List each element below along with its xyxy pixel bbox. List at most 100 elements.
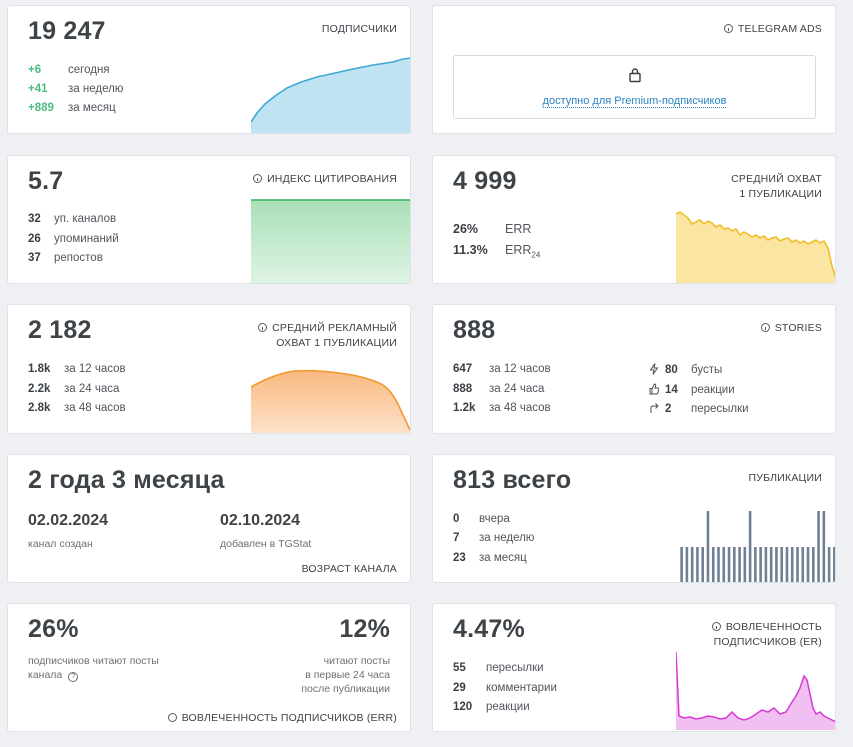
ad-reach-chart <box>251 369 410 433</box>
citation-index-value: 5.7 <box>28 167 64 195</box>
stat-row: +41 за неделю <box>28 83 124 95</box>
publication-bar <box>717 547 720 582</box>
ad-reach-chart-area <box>251 370 410 433</box>
info-icon <box>760 323 770 332</box>
publications-card[interactable]: 813 всего ПУБЛИКАЦИИ 0 вчера 7 за неделю 2… <box>432 454 836 583</box>
publication-bar <box>759 547 762 582</box>
publication-bar <box>833 547 835 582</box>
stat-row: 2.8k за 48 часов <box>28 402 126 414</box>
lock-icon <box>629 68 641 83</box>
publication-bar <box>690 547 694 582</box>
lightning-icon <box>649 363 659 375</box>
premium-link[interactable]: доступно для Premium-подписчиков <box>542 95 727 108</box>
publication-bar <box>827 547 831 582</box>
citation-index-chart <box>251 199 410 283</box>
subscribers-chart-area <box>251 58 410 133</box>
stories-card[interactable]: 888 STORIES 647 за 12 часов 888 за 24 часа… <box>432 304 836 434</box>
stat-row: 23 за месяц <box>453 552 527 564</box>
thumbs-up-icon <box>649 383 660 395</box>
publication-bar <box>711 547 715 582</box>
stat-row: 55 пересылки <box>453 662 544 674</box>
publication-bar <box>801 547 805 582</box>
publication-bar <box>764 547 768 582</box>
stat-row: 120 реакции <box>453 701 530 713</box>
publication-bar <box>738 547 741 582</box>
publications-value: 813 всего <box>453 466 572 494</box>
premium-lock-box[interactable]: доступно для Premium-подписчиков <box>453 55 816 119</box>
publication-bar <box>812 547 815 582</box>
info-icon <box>723 24 733 33</box>
subscribers-growth-chart <box>251 57 410 133</box>
citation-index-title: ИНДЕКС ЦИТИРОВАНИЯ <box>253 172 397 187</box>
average-reach-value: 4 999 <box>453 167 517 195</box>
stat-row: 1.2k за 48 часов <box>453 402 551 414</box>
reach-chart-area <box>676 212 835 283</box>
channel-created-date: 02.02.2024 <box>28 512 109 529</box>
publication-bar <box>743 547 747 582</box>
average-reach-title: СРЕДНИЙ ОХВАТ 1 ПУБЛИКАЦИИ <box>731 173 822 200</box>
publication-bar <box>817 511 820 582</box>
stat-row: +889 за месяц <box>28 102 116 114</box>
publication-bar <box>727 547 731 582</box>
channel-age-card: 2 года 3 месяца 02.02.2024 канал создан … <box>7 454 411 583</box>
info-icon <box>711 622 721 631</box>
stat-row: 7 за неделю <box>453 532 535 544</box>
stat-row: 647 за 12 часов <box>453 363 551 375</box>
shares-row: 2 пересылки <box>649 402 749 415</box>
subscribers-card[interactable]: 19 247 ПОДПИСЧИКИ +6 сегодня +41 за неделю… <box>7 5 411 134</box>
publication-bar <box>780 547 783 582</box>
stat-row: 29 комментарии <box>453 682 557 694</box>
ad-reach-value: 2 182 <box>28 316 92 344</box>
publication-bar <box>769 547 773 582</box>
err-row: 26% ERR <box>453 222 532 236</box>
err24-value: 12% <box>339 615 390 643</box>
info-icon <box>253 174 263 183</box>
stat-row: 32 уп. каналов <box>28 213 117 225</box>
err24-row: 11.3% ERR24 <box>453 243 541 260</box>
publication-bar <box>706 511 710 582</box>
publication-bar <box>775 547 778 582</box>
subscribers-chart-line <box>251 57 410 123</box>
publication-bar <box>685 547 689 582</box>
stat-row: 26 упоминаний <box>28 233 119 245</box>
stat-row: 0 вчера <box>453 513 510 525</box>
publication-bar <box>748 511 752 582</box>
publication-bar <box>722 547 726 582</box>
subscribers-count: 19 247 <box>28 17 106 45</box>
stat-row: 888 за 24 часа <box>453 383 545 395</box>
stories-title: STORIES <box>760 321 822 336</box>
info-icon <box>258 323 268 332</box>
channel-age-value: 2 года 3 месяца <box>28 466 225 494</box>
ad-reach-card[interactable]: 2 182 СРЕДНИЙ РЕКЛАМНЫЙ ОХВАТ 1 ПУБЛИКАЦИ… <box>7 304 411 434</box>
err-total-caption: подписчиков читают посты канала ? <box>28 655 159 682</box>
info-icon <box>167 713 177 722</box>
share-arrow-icon <box>650 403 659 413</box>
er-chart <box>676 652 835 730</box>
publication-bar <box>754 547 757 582</box>
stat-row: +6 сегодня <box>28 64 110 76</box>
stat-row: 2.2k за 24 часа <box>28 383 120 395</box>
reach-chart-line <box>676 211 835 278</box>
er-card[interactable]: 4.47% ВОВЛЕЧЕННОСТЬ ПОДПИСЧИКОВ (ER) 55 пе… <box>432 603 836 732</box>
publication-bar <box>790 547 794 582</box>
telegram-ads-card: TELEGRAM ADS доступно для Premium-подпис… <box>432 5 836 134</box>
er-value: 4.47% <box>453 615 525 643</box>
telegram-ads-title: TELEGRAM ADS <box>723 22 822 37</box>
publication-bar <box>696 547 699 582</box>
citation-chart-area <box>251 200 410 283</box>
tgstat-added-label: добавлен в TGStat <box>220 538 312 550</box>
question-icon[interactable]: ? <box>68 672 79 682</box>
er-title: ВОВЛЕЧЕННОСТЬ ПОДПИСЧИКОВ (ER) <box>711 621 822 648</box>
publications-bar-chart <box>680 511 835 582</box>
average-reach-card[interactable]: 4 999 СРЕДНИЙ ОХВАТ 1 ПУБЛИКАЦИИ 26% ERR 1… <box>432 155 836 284</box>
er-chart-area <box>676 652 835 730</box>
ad-reach-chart-line <box>251 369 410 432</box>
err-footer: ВОВЛЕЧЕННОСТЬ ПОДПИСЧИКОВ (ERR) <box>167 712 397 724</box>
stat-row: 37 репостов <box>28 252 103 264</box>
tgstat-added-date: 02.10.2024 <box>220 512 301 529</box>
ad-reach-title: СРЕДНИЙ РЕКЛАМНЫЙ ОХВАТ 1 ПУБЛИКАЦИИ <box>258 321 397 351</box>
err24-caption: читают посты в первые 24 часа после публ… <box>301 655 390 695</box>
stories-value: 888 <box>453 316 496 344</box>
citation-index-card[interactable]: 5.7 ИНДЕКС ЦИТИРОВАНИЯ 32 уп. каналов 26 у… <box>7 155 411 284</box>
channel-created-label: канал создан <box>28 538 93 550</box>
